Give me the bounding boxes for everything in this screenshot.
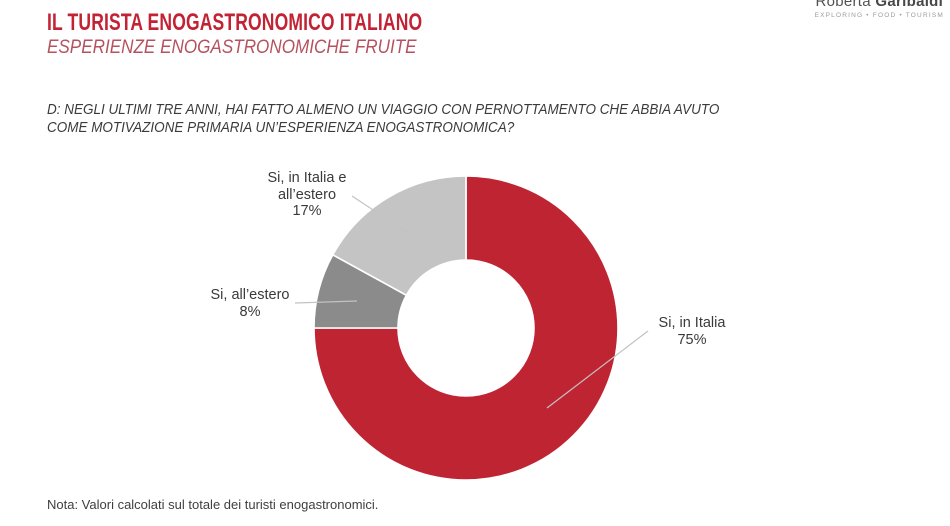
leader-line-italia	[546, 330, 649, 409]
chart-label-italia-text: Si, in Italia	[658, 315, 726, 331]
chart-label-estero-value: 8%	[239, 303, 261, 320]
chart-label-italia-estero: Si, in Italia e all’estero 17%	[252, 170, 362, 220]
brand-logo-name-regular: Roberta	[815, 0, 871, 10]
chart-label-estero: Si, all’estero 8%	[195, 287, 305, 320]
leader-line-italia-estero	[351, 195, 409, 234]
donut-segment-2	[331, 175, 467, 297]
donut-segments	[313, 175, 619, 481]
donut-segment-0	[313, 175, 619, 481]
survey-question-line2: COME MOTIVAZIONE PRIMARIA UN’ESPERIENZA …	[47, 120, 515, 136]
leader-line-estero	[294, 300, 358, 304]
survey-question: D: NEGLI ULTIMI TRE ANNI, HAI FATTO ALME…	[47, 101, 719, 137]
brand-logo-tagline: EXPLORING • FOOD • TOURISM	[814, 11, 944, 19]
page-subtitle: ESPERIENZE ENOGASTRONOMICHE FRUITE	[47, 37, 417, 58]
page-title: IL TURISTA ENOGASTRONOMICO ITALIANO	[47, 9, 423, 36]
brand-logo: Roberta Garibaldi EXPLORING • FOOD • TOU…	[815, 0, 944, 19]
chart-label-italia: Si, in Italia 75%	[637, 315, 747, 348]
chart-label-estero-text: Si, all’estero	[210, 287, 290, 303]
chart-label-italia-estero-text: Si, in Italia e all’estero	[267, 170, 347, 203]
chart-label-italia-value: 75%	[677, 331, 707, 348]
brand-logo-name: Roberta Garibaldi	[815, 0, 944, 11]
footnote: Nota: Valori calcolati sul totale dei tu…	[47, 497, 379, 512]
brand-logo-name-bold: Garibaldi	[875, 0, 944, 10]
chart-label-italia-estero-value: 17%	[292, 203, 322, 219]
survey-question-line1: D: NEGLI ULTIMI TRE ANNI, HAI FATTO ALME…	[47, 102, 720, 118]
